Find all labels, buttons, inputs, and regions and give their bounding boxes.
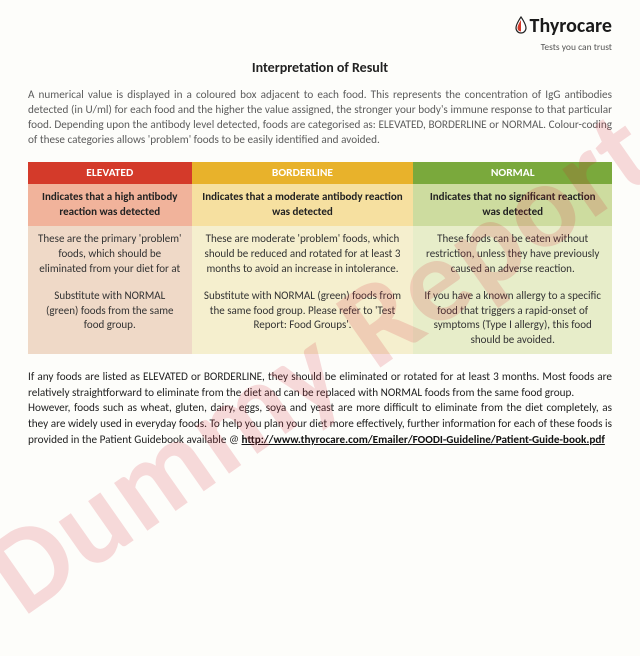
indicates-borderline: Indicates that a moderate antibody react… bbox=[192, 184, 414, 226]
logo-row: Thyrocare Tests you can trust bbox=[28, 14, 612, 53]
table-indicates-row: Indicates that a high antibody reaction … bbox=[28, 184, 612, 226]
drop-icon bbox=[514, 16, 528, 40]
logo-name: Thyrocare bbox=[514, 14, 612, 40]
after-p1: If any foods are listed as ELEVATED or B… bbox=[28, 370, 612, 401]
table-body-row-2: Substitute with NORMAL (green) foods fro… bbox=[28, 283, 612, 354]
body1-borderline: These are moderate 'problem' foods, whic… bbox=[192, 226, 414, 283]
indicates-elevated: Indicates that a high antibody reaction … bbox=[28, 184, 192, 226]
body2-elevated: Substitute with NORMAL (green) foods fro… bbox=[28, 283, 192, 354]
indicates-normal: Indicates that no significant reaction w… bbox=[413, 184, 612, 226]
guidebook-link[interactable]: http://www.thyrocare.com/Emailer/FOODI-G… bbox=[242, 433, 605, 447]
header-elevated: ELEVATED bbox=[28, 162, 192, 184]
category-table: ELEVATED BORDERLINE NORMAL Indicates tha… bbox=[28, 162, 612, 354]
header-normal: NORMAL bbox=[413, 162, 612, 184]
header-borderline: BORDERLINE bbox=[192, 162, 414, 184]
after-text: If any foods are listed as ELEVATED or B… bbox=[28, 370, 612, 448]
table-body-row-1: These are the primary 'problem' foods, w… bbox=[28, 226, 612, 283]
after-p2: However, foods such as wheat, gluten, da… bbox=[28, 401, 612, 448]
table-header-row: ELEVATED BORDERLINE NORMAL bbox=[28, 162, 612, 184]
body1-elevated: These are the primary 'problem' foods, w… bbox=[28, 226, 192, 283]
body2-borderline: Substitute with NORMAL (green) foods fro… bbox=[192, 283, 414, 354]
page-title: Interpretation of Result bbox=[28, 59, 612, 76]
body1-normal: These foods can be eaten without restric… bbox=[413, 226, 612, 283]
brand-logo: Thyrocare Tests you can trust bbox=[514, 14, 612, 53]
document-page: Thyrocare Tests you can trust Interpreta… bbox=[0, 0, 640, 468]
intro-paragraph: A numerical value is displayed in a colo… bbox=[28, 88, 612, 148]
body2-normal: If you have a known allergy to a specifi… bbox=[413, 283, 612, 354]
logo-tagline: Tests you can trust bbox=[514, 41, 612, 53]
logo-text: Thyrocare bbox=[530, 14, 612, 38]
